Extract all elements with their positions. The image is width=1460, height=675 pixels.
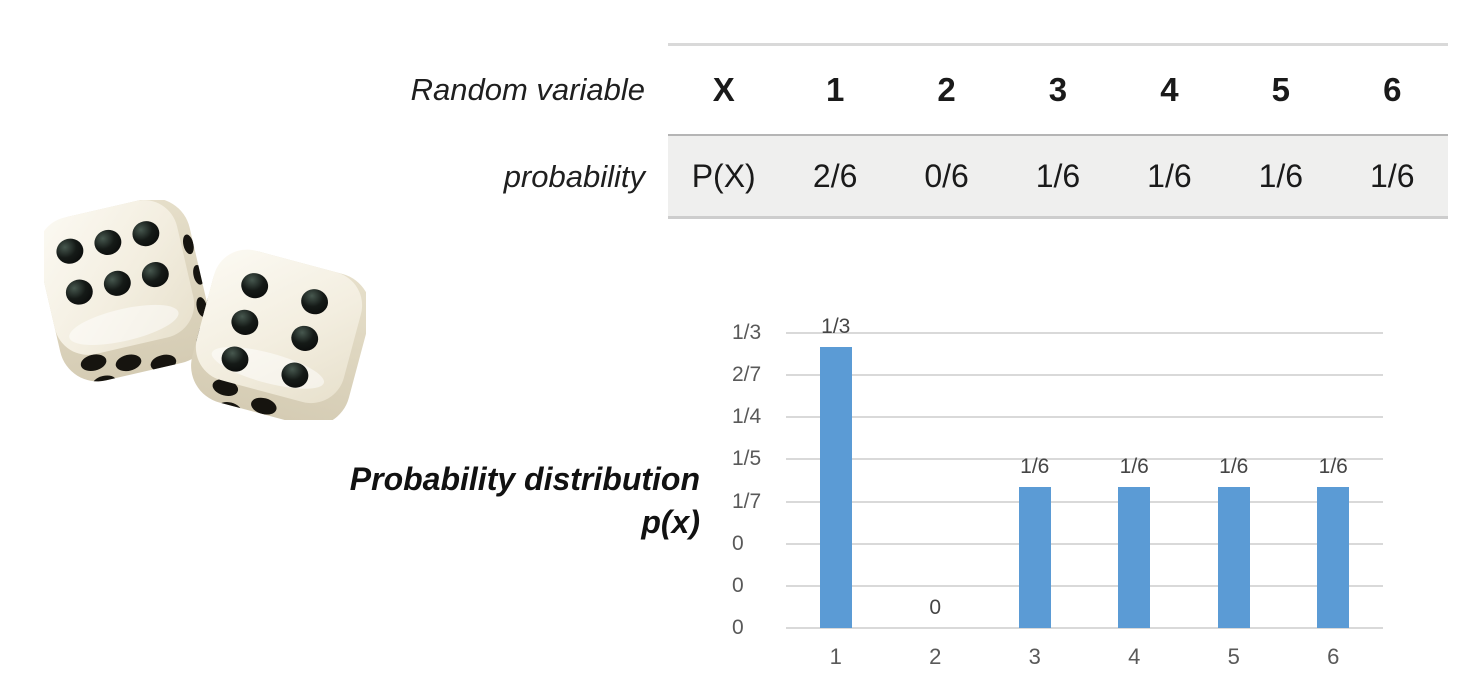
bar-value-label: 1/6 — [1318, 455, 1348, 478]
probability-row-label: probability — [503, 159, 645, 194]
left-die-top-pips-six — [56, 221, 169, 305]
table-value-row: P(X) 2/6 0/6 1/6 1/6 1/6 1/6 — [668, 134, 1448, 219]
table-header-cell: 3 — [1048, 71, 1068, 108]
bar-value-label: 1/6 — [1020, 455, 1050, 478]
table-header-cell: 5 — [1271, 71, 1290, 108]
table-header-cell: 4 — [1160, 71, 1179, 108]
chart-gridline — [786, 374, 1383, 377]
bar — [1018, 487, 1051, 628]
x-axis-label: 2 — [929, 644, 942, 669]
bar-value-label: 0 — [929, 596, 942, 619]
table-header-row: X 1 2 3 4 5 6 — [668, 46, 1448, 134]
table-value-cell: 2/6 — [812, 157, 858, 194]
chart-gridline — [786, 332, 1383, 334]
right-die — [191, 249, 366, 420]
table-header-cell: X — [712, 71, 735, 108]
table-value-cell: 1/6 — [1147, 157, 1192, 194]
dice-image — [44, 200, 366, 420]
table-top-border — [668, 43, 1448, 46]
chart-gridline — [786, 416, 1383, 419]
table-value-cell: 1/6 — [1035, 157, 1081, 194]
chart-title-line1: Probability distribution — [349, 461, 700, 497]
x-axis-label: 4 — [1128, 644, 1141, 669]
random-variable-row-label: Random variable — [410, 72, 645, 107]
y-axis-tick-label: 2/7 — [732, 363, 762, 387]
bar-value-label: 1/3 — [821, 315, 851, 338]
chart-gridline — [786, 500, 1383, 503]
y-axis-tick-label: 1/7 — [732, 489, 762, 513]
bar — [1317, 487, 1350, 628]
chart-title-line2: p(x) — [641, 504, 700, 540]
bar — [819, 347, 852, 628]
chart-title: Probability distribution p(x) — [310, 458, 700, 544]
x-axis-label: 1 — [829, 644, 842, 669]
chart-gridline — [786, 584, 1383, 587]
y-axis-tick-label: 0 — [732, 573, 744, 597]
y-axis-tick-label: 0 — [732, 531, 744, 555]
table-header-cell: 6 — [1383, 71, 1402, 108]
y-axis-tick-label: 1/3 — [732, 321, 762, 344]
x-axis-label: 3 — [1028, 644, 1041, 669]
bar-value-label: 1/6 — [1119, 455, 1149, 478]
y-axis-tick-label: 1/4 — [732, 405, 762, 429]
bar-value-label: 1/6 — [1219, 455, 1249, 478]
table-value-cell: 1/6 — [1370, 157, 1415, 194]
x-axis-label: 5 — [1227, 644, 1240, 669]
y-axis-tick-label: 0 — [732, 616, 744, 639]
table-value-cell: 1/6 — [1258, 157, 1304, 194]
right-die-top-pips-six — [221, 273, 329, 388]
bar — [1217, 487, 1250, 628]
chart-gridline — [786, 458, 1383, 461]
table-header-cell: 1 — [825, 71, 845, 108]
chart-gridline — [786, 627, 1383, 629]
table-value-cell: 0/6 — [924, 157, 969, 194]
bar — [1118, 487, 1151, 628]
y-axis-tick-label: 1/5 — [732, 447, 762, 471]
chart-gridline — [786, 542, 1383, 545]
table-header-cell: 2 — [937, 71, 956, 108]
table-value-cell: P(X) — [691, 157, 756, 194]
x-axis-label: 6 — [1327, 644, 1340, 669]
